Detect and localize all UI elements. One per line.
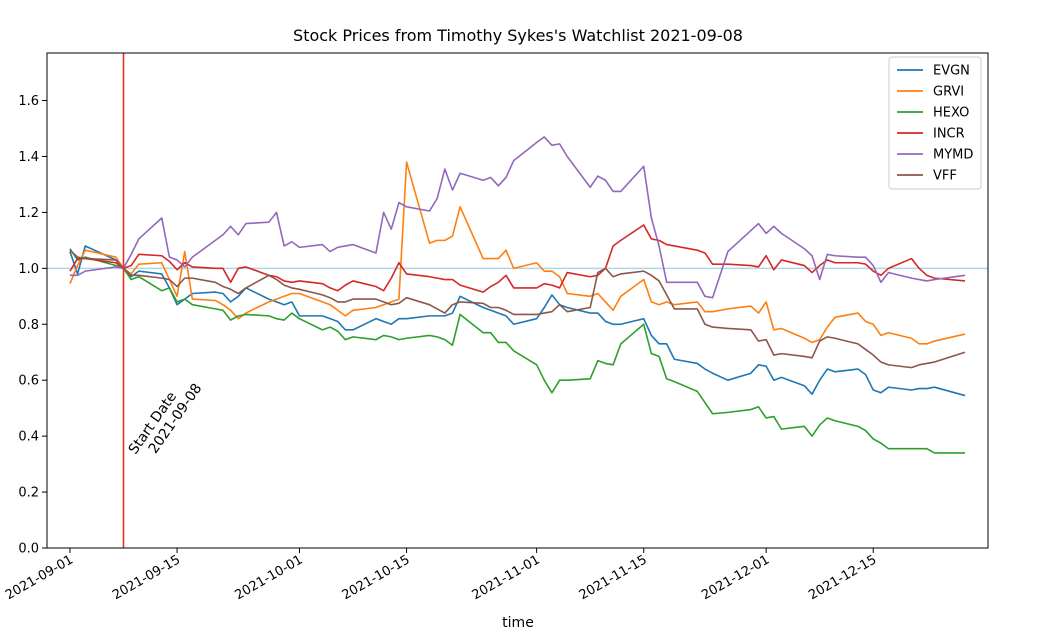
- start-date-annotation: Start Date2021-09-08: [126, 372, 206, 467]
- y-tick-label: 1.6: [18, 94, 39, 109]
- y-tick-label: 0.8: [18, 318, 39, 333]
- y-tick-label: 1.4: [18, 150, 39, 165]
- x-tick-label: 2021-11-15: [577, 552, 650, 603]
- x-tick-label: 2021-10-01: [233, 552, 306, 603]
- y-tick-label: 1.0: [18, 262, 39, 277]
- x-tick-label: 2021-09-01: [3, 552, 76, 603]
- series-line-incr: [69, 224, 966, 293]
- x-tick-label: 2021-09-15: [110, 552, 183, 603]
- y-tick-label: 0.0: [18, 542, 39, 557]
- legend: EVGN GRVI HEXO INCR MYMD VFF: [888, 56, 982, 190]
- y-tick-label: 0.4: [18, 430, 39, 445]
- x-tick-label: 2021-12-15: [806, 552, 879, 603]
- x-tick-label: 2021-10-15: [340, 552, 413, 603]
- plot-frame: [46, 52, 989, 549]
- legend-box: [888, 56, 982, 190]
- legend-label: MYMD: [933, 148, 973, 163]
- plot-area: Start Date2021-09-08: [46, 52, 989, 549]
- y-tick-label: 0.6: [18, 374, 39, 389]
- series-line-hexo: [69, 248, 966, 454]
- y-tick-label: 0.2: [18, 486, 39, 501]
- series-line-mymd: [69, 136, 966, 299]
- legend-label: INCR: [933, 127, 965, 142]
- y-tick-label: 1.2: [18, 206, 39, 221]
- series-line-evgn: [69, 245, 966, 397]
- x-axis-title: time: [502, 615, 534, 631]
- legend-label: EVGN: [933, 64, 970, 79]
- legend-label: HEXO: [933, 106, 969, 121]
- series-line-vff: [69, 249, 966, 369]
- legend-label: GRVI: [933, 85, 964, 100]
- series-line-grvi: [69, 161, 966, 345]
- x-tick-label: 2021-12-01: [699, 552, 772, 603]
- chart-title: Stock Prices from Timothy Sykes's Watchl…: [293, 26, 743, 45]
- y-axis: 0.0 0.2 0.4 0.6 0.8 1.0 1.2 1.4 1.6: [18, 94, 47, 557]
- legend-label: VFF: [933, 169, 957, 184]
- x-tick-label: 2021-11-01: [470, 552, 543, 603]
- x-axis: 2021-09-01 2021-09-15 2021-10-01 2021-10-15…: [3, 548, 879, 603]
